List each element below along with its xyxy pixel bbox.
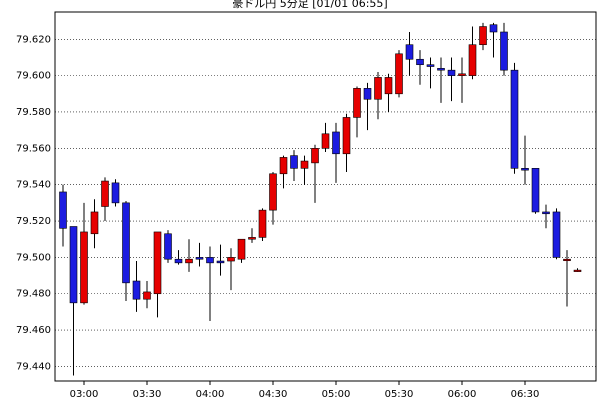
candle-body [573, 269, 582, 272]
candle-body [258, 209, 267, 238]
candle-body [363, 88, 372, 100]
candle-body [416, 58, 424, 66]
candle-body [395, 53, 403, 95]
y-tick-label: 79.480 [16, 289, 51, 300]
y-tick-label: 79.560 [16, 143, 51, 154]
candle-body [458, 73, 466, 76]
candle-body [216, 260, 225, 264]
x-tick-label: 05:30 [385, 389, 414, 400]
candle-body [206, 257, 214, 264]
candle-body [353, 88, 361, 118]
candle-body [101, 180, 109, 207]
y-tick-label: 79.520 [16, 216, 51, 227]
candle-body [111, 182, 120, 204]
candle-body [468, 44, 477, 76]
candle-body [300, 160, 309, 169]
candle-body [153, 231, 162, 295]
candle-body [563, 258, 571, 262]
candle-body [531, 168, 540, 213]
candle-body [269, 173, 277, 211]
candle-body [479, 26, 487, 46]
candle-body [311, 148, 319, 164]
x-tick-label: 06:30 [511, 389, 540, 400]
x-tick-label: 06:00 [448, 389, 477, 400]
candle-body [195, 257, 204, 260]
candle-body [374, 77, 382, 100]
candle-body [290, 155, 298, 169]
x-tick-label: 04:30 [259, 389, 288, 400]
candle-body [248, 237, 256, 240]
y-tick-label: 79.500 [16, 252, 51, 263]
candle-body [174, 258, 183, 264]
y-tick-label: 79.600 [16, 71, 51, 82]
candle-body [237, 238, 246, 260]
y-tick-label: 79.620 [16, 34, 51, 45]
candle-body [426, 64, 435, 67]
chart-title: 豪ドル円 5分足 [01/01 06:55] [232, 0, 387, 10]
candle-body [437, 68, 445, 71]
y-tick-label: 79.440 [16, 361, 51, 372]
candle-body [447, 69, 456, 76]
candle-body [122, 202, 130, 284]
y-tick-label: 79.460 [16, 325, 51, 336]
candle-body [384, 77, 393, 95]
candle-body [80, 231, 88, 304]
x-tick-label: 03:30 [133, 389, 162, 400]
y-tick-label: 79.540 [16, 180, 51, 191]
candle-body [489, 24, 498, 33]
candle-body [552, 211, 561, 258]
candle-body [132, 280, 141, 300]
candle-body [59, 191, 67, 229]
candle-body [332, 131, 340, 155]
x-tick-label: 04:00 [196, 389, 225, 400]
candle-body [227, 257, 235, 262]
candle-body [185, 258, 193, 264]
y-tick-label: 79.580 [16, 107, 51, 118]
x-tick-label: 03:00 [70, 389, 99, 400]
candle-body [542, 211, 550, 215]
candle-body [500, 31, 508, 71]
candle-body [69, 226, 78, 304]
candle-body [342, 117, 351, 155]
candle-body [90, 211, 99, 235]
plot-frame [54, 11, 597, 382]
x-tick-label: 05:00 [322, 389, 351, 400]
candle-body [510, 69, 519, 169]
candle-body [321, 133, 330, 149]
candle-body [521, 168, 529, 171]
candle-body [164, 233, 172, 260]
candle-body [279, 157, 288, 175]
candle-body [405, 44, 414, 60]
candle-body [143, 291, 151, 300]
